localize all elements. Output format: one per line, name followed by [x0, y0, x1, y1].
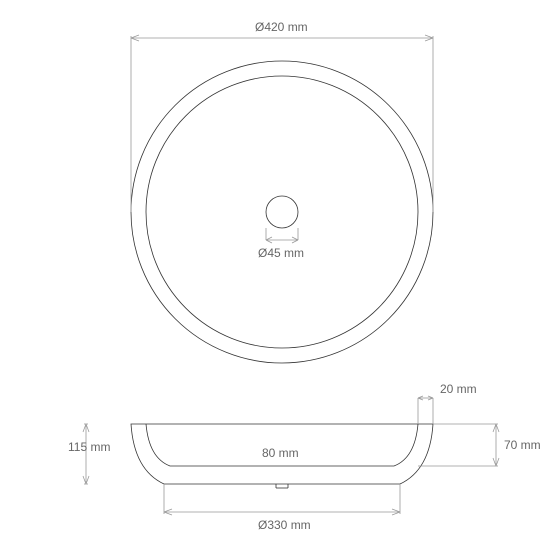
dim-bottom-diameter	[164, 484, 400, 515]
label-height-total: 115 mm	[68, 440, 110, 454]
dim-top-diameter	[131, 35, 433, 212]
dim-drain-diameter	[266, 228, 298, 243]
label-bottom-dia: Ø330 mm	[258, 518, 311, 532]
dim-height-total	[83, 424, 89, 484]
drain-hole	[266, 196, 298, 228]
dim-rim	[418, 396, 433, 424]
top-view-inner	[146, 76, 418, 348]
label-height-inner: 70 mm	[504, 438, 541, 452]
label-depth: 80 mm	[262, 446, 299, 460]
label-rim: 20 mm	[440, 382, 477, 396]
basin-technical-drawing: Ø420 mm Ø45 mm Ø330 mm 115 mm 80 mm 70 m…	[0, 0, 560, 559]
label-drain-dia: Ø45 mm	[258, 246, 304, 260]
label-top-dia: Ø420 mm	[255, 20, 308, 34]
top-view-outer	[131, 61, 433, 363]
